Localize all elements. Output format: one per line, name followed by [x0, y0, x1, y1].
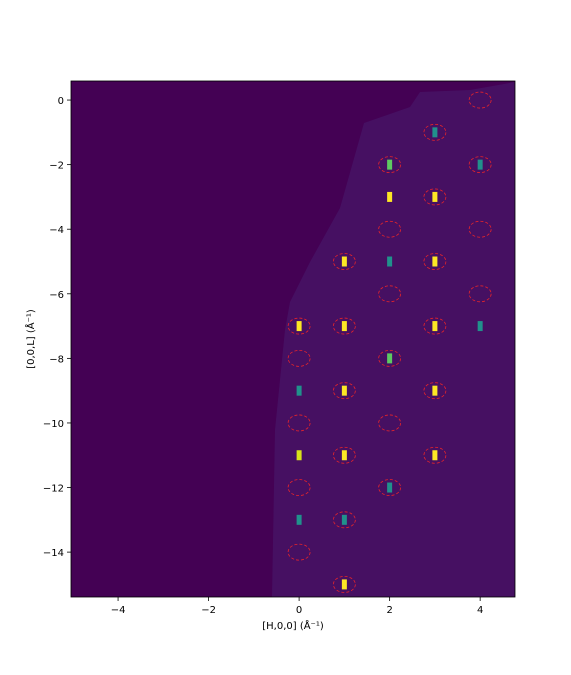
intensity-spot [296, 385, 302, 396]
intensity-spot [341, 385, 347, 396]
bragg-circle [423, 253, 447, 270]
bragg-circle [378, 414, 402, 432]
intensity-spot [341, 321, 347, 332]
bragg-circle [468, 220, 492, 238]
intensity-spot [432, 256, 438, 267]
bragg-circle [332, 511, 356, 529]
bragg-circle [332, 317, 356, 335]
intensity-spot [387, 191, 393, 202]
y-tick-label: −10 [43, 419, 64, 430]
bragg-circle [423, 188, 447, 206]
bragg-circle [378, 479, 402, 496]
intensity-spot [432, 450, 438, 461]
x-tick-label: 0 [296, 605, 302, 616]
y-tick-label: −2 [49, 161, 64, 172]
y-tick-label: −4 [49, 225, 64, 236]
intensity-spot [387, 482, 393, 493]
y-tick-label: −8 [49, 354, 64, 365]
bragg-circle [378, 220, 402, 238]
x-tick-label: 2 [386, 605, 392, 616]
intensity-spot [387, 256, 393, 267]
x-axis-label: [H,0,0] (Å⁻¹) [262, 619, 324, 632]
bragg-circle [468, 91, 492, 109]
intensity-spot [432, 321, 438, 332]
y-tick-label: −14 [43, 548, 64, 559]
x-tick-label: 4 [477, 605, 483, 616]
intensity-spot [296, 321, 302, 332]
bragg-circle [423, 123, 447, 141]
bragg-circle [287, 479, 311, 496]
bragg-circle [287, 317, 311, 335]
coverage-region [272, 82, 515, 597]
bragg-circle [423, 317, 447, 335]
y-axis-label: [0,0,L] (Å⁻¹) [24, 309, 37, 369]
bragg-circle [378, 156, 402, 174]
intensity-spot [387, 159, 393, 170]
intensity-spot [341, 514, 347, 525]
bragg-circle [468, 156, 492, 174]
intensity-spot [387, 353, 393, 364]
bragg-circle [332, 382, 356, 400]
bragg-circle [287, 414, 311, 432]
intensity-spot [432, 191, 438, 202]
bragg-circle [332, 576, 356, 593]
intensity-spot [341, 579, 347, 590]
intensity-spot [477, 321, 483, 332]
intensity-spot [341, 450, 347, 461]
intensity-spot [432, 127, 438, 138]
intensity-spot [477, 159, 483, 170]
bragg-circle [468, 285, 492, 303]
intensity-spot [341, 256, 347, 267]
intensity-spot [432, 385, 438, 396]
intensity-spot [296, 514, 302, 525]
bragg-circle [423, 382, 447, 400]
bragg-circle [287, 349, 311, 367]
bragg-circle [287, 543, 311, 561]
y-tick-label: −12 [43, 484, 64, 495]
y-tick-label: 0 [58, 96, 64, 107]
y-tick-label: −6 [49, 290, 64, 301]
intensity-spot [296, 450, 302, 461]
bragg-circle [332, 253, 356, 270]
x-tick-label: −2 [201, 605, 216, 616]
bragg-circle [332, 446, 356, 464]
x-tick-label: −4 [111, 605, 126, 616]
bragg-circle [423, 446, 447, 464]
bragg-circle [378, 349, 402, 367]
plot-frame [70, 80, 516, 598]
bragg-circle [378, 285, 402, 303]
